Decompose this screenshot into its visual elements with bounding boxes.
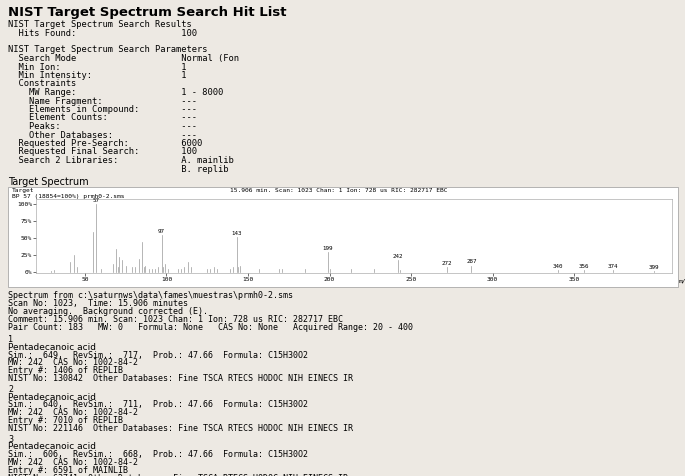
Text: Pentadecanoic acid: Pentadecanoic acid <box>8 393 96 402</box>
Text: 2: 2 <box>8 385 13 394</box>
Text: 57: 57 <box>93 198 100 203</box>
Text: Search 2 Libraries:            A. mainlib: Search 2 Libraries: A. mainlib <box>8 156 234 165</box>
Text: NIST No: 130842  Other Databases: Fine TSCA RTECS HODOC NIH EINECS IR: NIST No: 130842 Other Databases: Fine TS… <box>8 374 353 383</box>
Text: MW: 242  CAS No: 1002-84-2: MW: 242 CAS No: 1002-84-2 <box>8 458 138 467</box>
Text: 242: 242 <box>393 254 403 259</box>
Text: Requested Final Search:        100: Requested Final Search: 100 <box>8 148 197 157</box>
Text: 340: 340 <box>553 264 563 269</box>
Text: NIST No: 221146  Other Databases: Fine TSCA RTECS HODOC NIH EINECS IR: NIST No: 221146 Other Databases: Fine TS… <box>8 424 353 433</box>
Text: 3: 3 <box>8 435 13 444</box>
Text: Name Fragment:               ---: Name Fragment: --- <box>8 97 197 106</box>
Text: Comment: 15.906 min. Scan: 1023 Chan: 1 Ion: 728 us RIC: 282717 EBC: Comment: 15.906 min. Scan: 1023 Chan: 1 … <box>8 315 343 324</box>
Text: Other Databases:             ---: Other Databases: --- <box>8 130 197 139</box>
Bar <box>8 187 678 287</box>
Text: Entry #: 1406 of REPLIB: Entry #: 1406 of REPLIB <box>8 366 123 375</box>
Text: Sim.:  640,  RevSim.:  711,  Prob.: 47.66  Formula: C15H30O2: Sim.: 640, RevSim.: 711, Prob.: 47.66 Fo… <box>8 400 308 409</box>
Text: Target
BP 57 (18854=100%) prmh0-2.sms: Target BP 57 (18854=100%) prmh0-2.sms <box>12 188 125 199</box>
Text: NIST Target Spectrum Search Hit List: NIST Target Spectrum Search Hit List <box>8 6 286 19</box>
Text: 374: 374 <box>608 264 619 269</box>
Text: Element Counts:              ---: Element Counts: --- <box>8 113 197 122</box>
Text: MW Range:                    1 - 8000: MW Range: 1 - 8000 <box>8 88 223 97</box>
Text: Sim.:  606,  RevSim.:  668,  Prob.: 47.66  Formula: C15H30O2: Sim.: 606, RevSim.: 668, Prob.: 47.66 Fo… <box>8 450 308 459</box>
Text: Hits Found:                    100: Hits Found: 100 <box>8 29 197 38</box>
Text: 356: 356 <box>579 264 589 269</box>
Text: Min Intensity:                 1: Min Intensity: 1 <box>8 71 186 80</box>
Text: 1: 1 <box>8 335 13 344</box>
Text: MW: 242  CAS No: 1002-84-2: MW: 242 CAS No: 1002-84-2 <box>8 358 138 367</box>
Text: Target Spectrum: Target Spectrum <box>8 177 88 187</box>
Text: 97: 97 <box>158 228 165 234</box>
Text: Pentadecanoic acid: Pentadecanoic acid <box>8 343 96 352</box>
Text: B. replib: B. replib <box>8 165 229 173</box>
Text: Pentadecanoic acid: Pentadecanoic acid <box>8 442 96 451</box>
Text: NIST Target Spectrum Search Parameters: NIST Target Spectrum Search Parameters <box>8 46 208 54</box>
Text: Entry #: 7010 of REPLIB: Entry #: 7010 of REPLIB <box>8 416 123 425</box>
Text: MW: 242  CAS No: 1002-84-2: MW: 242 CAS No: 1002-84-2 <box>8 408 138 417</box>
Text: Search Mode                    Normal (Fon: Search Mode Normal (Fon <box>8 54 239 63</box>
Text: 143: 143 <box>232 231 242 236</box>
Text: m/z: m/z <box>678 279 685 284</box>
Text: Requested Pre-Search:          6000: Requested Pre-Search: 6000 <box>8 139 202 148</box>
Text: NIST Target Spectrum Search Results: NIST Target Spectrum Search Results <box>8 20 192 29</box>
Text: Spectrum from c:\saturnws\data\fames\muestras\prmh0-2.sms: Spectrum from c:\saturnws\data\fames\mue… <box>8 291 293 300</box>
Text: Scan No: 1023,  Time: 15.906 minutes: Scan No: 1023, Time: 15.906 minutes <box>8 299 188 308</box>
Text: Peaks:                       ---: Peaks: --- <box>8 122 197 131</box>
Text: Elements in Compound:        ---: Elements in Compound: --- <box>8 105 197 114</box>
Text: 15.906 min. Scan: 1023 Chan: 1 Ion: 728 us RIC: 282717 EBC: 15.906 min. Scan: 1023 Chan: 1 Ion: 728 … <box>230 188 447 193</box>
Text: 199: 199 <box>323 246 333 250</box>
Text: 272: 272 <box>442 260 452 266</box>
Text: Constraints: Constraints <box>8 79 76 89</box>
Text: 399: 399 <box>649 265 659 269</box>
Text: No averaging.  Background corrected (E).: No averaging. Background corrected (E). <box>8 307 208 316</box>
Text: Min Ion:                       1: Min Ion: 1 <box>8 62 186 71</box>
Text: Sim.:  649,  RevSim.:  717,  Prob.: 47.66  Formula: C15H30O2: Sim.: 649, RevSim.: 717, Prob.: 47.66 Fo… <box>8 351 308 359</box>
Text: 287: 287 <box>466 259 477 264</box>
Text: NIST No: 63741  Other Databases: Fine TSCA RTECS HODOC NIH EINECS IR: NIST No: 63741 Other Databases: Fine TSC… <box>8 474 348 476</box>
Text: Entry #: 6591 of MAINLIB: Entry #: 6591 of MAINLIB <box>8 466 128 475</box>
Text: Pair Count: 183   MW: 0   Formula: None   CAS No: None   Acquired Range: 20 - 40: Pair Count: 183 MW: 0 Formula: None CAS … <box>8 323 413 332</box>
